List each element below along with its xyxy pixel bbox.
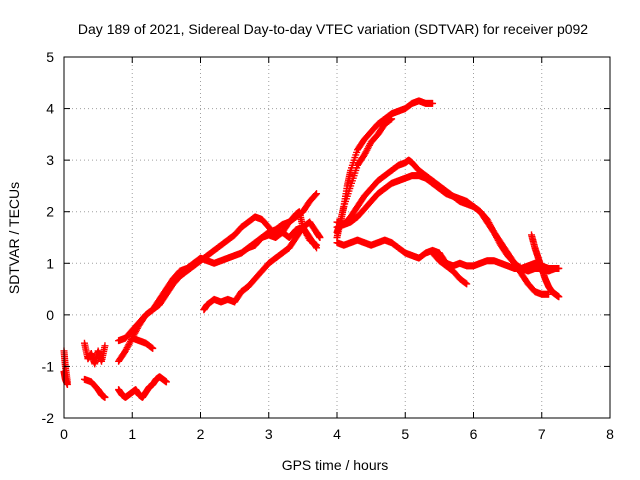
series-Q — [528, 231, 563, 301]
data-point — [388, 115, 396, 123]
x-tick-label: 8 — [606, 426, 614, 442]
data-point — [101, 393, 109, 401]
series-D — [80, 375, 109, 401]
y-tick-label: 5 — [46, 49, 54, 65]
data-point — [63, 380, 71, 388]
x-tick-label: 5 — [401, 426, 409, 442]
axis-ticks — [63, 56, 611, 419]
data-point — [555, 264, 563, 272]
y-tick-label: 4 — [46, 101, 54, 117]
x-tick-label: 1 — [128, 426, 136, 442]
x-axis-label: GPS time / hours — [282, 457, 389, 473]
series-H — [128, 334, 157, 352]
data-point — [101, 342, 109, 350]
chart-title: Day 189 of 2021, Sidereal Day-to-day VTE… — [78, 21, 588, 37]
y-tick-label: 1 — [46, 255, 54, 271]
data-point — [313, 241, 321, 249]
x-tick-label: 6 — [470, 426, 478, 442]
x-tick-label: 2 — [197, 426, 205, 442]
y-tick-label: 3 — [46, 152, 54, 168]
series-C — [80, 339, 109, 368]
data-point — [162, 378, 170, 386]
y-tick-label: -2 — [42, 410, 55, 426]
y-tick-label: 0 — [46, 307, 54, 323]
data-point — [316, 234, 324, 241]
series-I — [200, 223, 321, 314]
data-point — [463, 280, 471, 288]
x-tick-label: 4 — [333, 426, 341, 442]
data-point — [313, 190, 321, 198]
series-L — [333, 115, 396, 241]
x-tick-label: 0 — [60, 426, 68, 442]
x-tick-label: 3 — [265, 426, 273, 442]
series-J — [244, 208, 321, 252]
y-axis-label: SDTVAR / TECUs — [6, 182, 22, 294]
data-point — [312, 191, 320, 199]
y-tick-label: 2 — [46, 204, 54, 220]
tick-labels: 0 1 2 3 4 5 6 7 8 -2 -1 0 1 2 3 4 5 — [42, 49, 615, 442]
data-point — [149, 344, 157, 352]
series-E — [115, 373, 170, 401]
data-point — [555, 293, 563, 301]
data-point — [429, 99, 437, 107]
data-points — [60, 97, 563, 401]
series-P — [429, 249, 471, 288]
y-tick-label: -1 — [42, 358, 55, 374]
x-tick-label: 7 — [538, 426, 546, 442]
